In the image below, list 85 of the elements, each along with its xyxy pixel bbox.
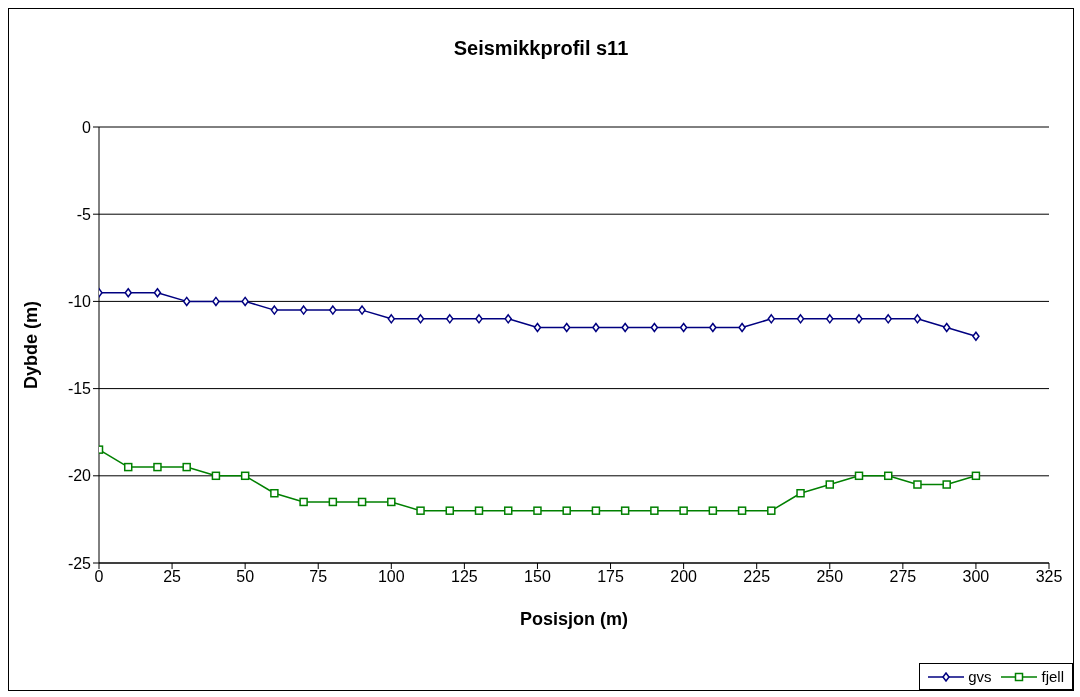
point (767, 506, 776, 515)
point (357, 497, 367, 507)
y-axis-title: Dybde (m) (21, 300, 42, 390)
point (737, 506, 747, 515)
chart-title: Seismikkprofil s11 (452, 37, 630, 60)
point (913, 480, 922, 489)
point (153, 287, 162, 298)
point (153, 462, 162, 472)
x-tick-label: 150 (524, 568, 551, 586)
point (270, 305, 279, 315)
point (474, 506, 484, 515)
point (212, 296, 220, 307)
x-tick-label: 50 (236, 568, 255, 586)
point (124, 287, 132, 298)
point (825, 480, 835, 489)
point (329, 305, 337, 315)
point (123, 462, 133, 472)
y-tick-label: -15 (67, 380, 92, 398)
point (913, 314, 922, 324)
x-tick-label: 225 (743, 568, 771, 586)
point (679, 506, 688, 515)
x-tick-label: 175 (597, 568, 624, 586)
point (533, 506, 542, 515)
point (299, 497, 308, 507)
x-tick-label: 100 (377, 568, 405, 586)
point (971, 471, 981, 481)
point (211, 471, 221, 481)
x-axis-title: Posisjon (m) (519, 609, 629, 629)
y-tick-label: -25 (67, 554, 92, 572)
point (621, 322, 629, 333)
point (240, 471, 250, 481)
x-tick-label: 325 (1035, 568, 1063, 586)
legend-label: gvs (967, 668, 992, 685)
point (592, 322, 600, 333)
point (445, 506, 455, 515)
point (591, 506, 601, 515)
point (562, 322, 571, 333)
point (709, 322, 717, 333)
point (767, 314, 776, 324)
point (884, 314, 892, 324)
point (855, 314, 863, 324)
y-tick-label: -5 (76, 205, 92, 223)
point (503, 506, 513, 515)
x-tick-label: 0 (94, 568, 104, 586)
x-tick-label: 200 (670, 568, 698, 586)
x-tick-label: 275 (889, 568, 917, 586)
x-tick-label: 75 (309, 568, 328, 586)
point (650, 322, 659, 333)
point (738, 322, 746, 333)
y-tick-label: -10 (67, 293, 92, 311)
point (270, 488, 279, 498)
point (708, 506, 718, 515)
point (504, 314, 512, 324)
point (387, 497, 396, 507)
point (826, 314, 834, 324)
x-tick-label: 250 (816, 568, 844, 586)
point (942, 480, 951, 489)
x-tick-label: 125 (451, 568, 478, 586)
point (182, 462, 191, 472)
point (446, 314, 454, 324)
point (328, 497, 338, 507)
point (796, 488, 805, 498)
point (475, 314, 483, 324)
point (620, 506, 630, 515)
x-tick-label: 25 (163, 568, 182, 586)
point (358, 305, 366, 315)
point (182, 296, 191, 307)
point (562, 506, 571, 515)
point (533, 322, 542, 333)
point (299, 305, 308, 315)
x-tick-label: 300 (962, 568, 990, 586)
point (241, 296, 249, 307)
point (416, 314, 425, 324)
point (679, 322, 688, 333)
point (942, 322, 951, 333)
point (796, 314, 805, 324)
legend-label: fjell (1040, 668, 1064, 685)
point (972, 331, 980, 342)
y-tick-label: -20 (67, 467, 92, 485)
point (854, 471, 864, 481)
y-tick-label: 0 (82, 118, 92, 136)
point (883, 471, 893, 481)
point (650, 506, 659, 515)
point (387, 314, 396, 324)
point (416, 506, 425, 515)
